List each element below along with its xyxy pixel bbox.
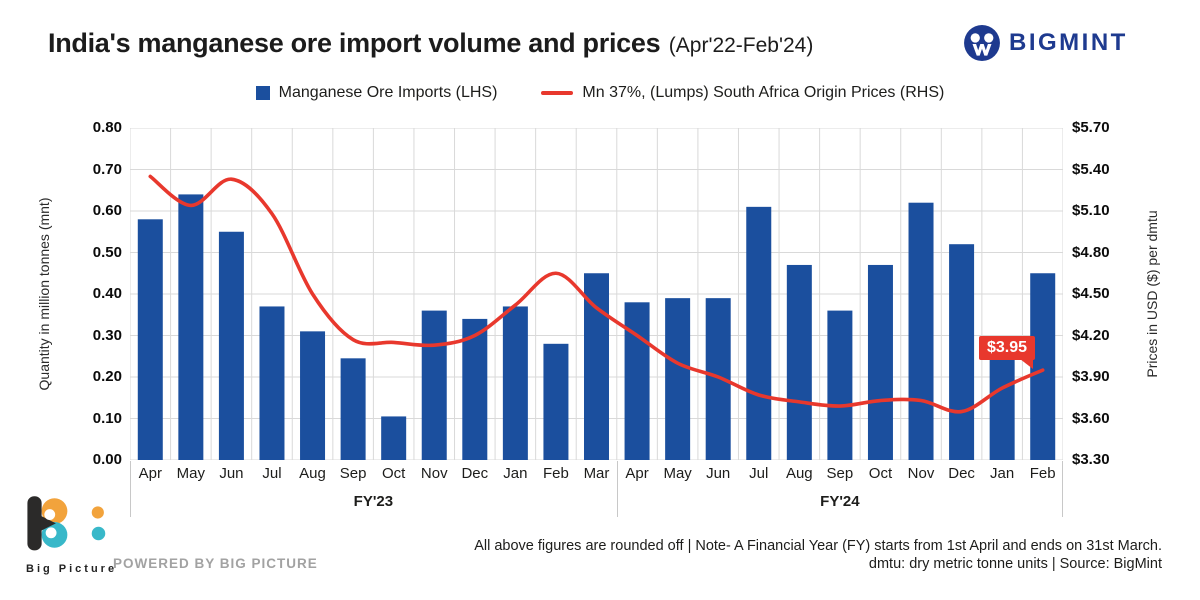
month-label: Jun <box>706 465 731 482</box>
footnote-line-2: dmtu: dry metric tonne units | Source: B… <box>868 556 1162 572</box>
month-label: Jul <box>749 465 769 482</box>
page-title: India's manganese ore import volume and … <box>48 28 813 59</box>
left-axis-title: Quantity in million tonnes (mnt) <box>36 197 52 391</box>
month-label: Sep <box>339 465 367 482</box>
left-axis-tick: 0.60 <box>92 202 122 219</box>
fy-divider-line <box>1062 461 1063 517</box>
left-axis-tick: 0.00 <box>92 451 122 468</box>
fy-group-label: FY'24 <box>820 493 860 510</box>
import-bar-jul-3 <box>259 306 285 460</box>
month-label: Dec <box>461 465 489 482</box>
big-picture-wordmark: Big Picture <box>26 563 118 575</box>
import-bar-may-1 <box>178 194 204 460</box>
import-bar-apr-0 <box>137 219 163 460</box>
import-bar-may-13 <box>665 298 691 460</box>
import-bar-feb-10 <box>543 343 569 460</box>
month-label: Sep <box>826 465 854 482</box>
month-label: Jun <box>219 465 244 482</box>
left-axis-tick: 0.80 <box>92 119 122 136</box>
combo-chart <box>130 128 1063 460</box>
import-bar-jan-21 <box>989 352 1015 460</box>
month-label: May <box>176 465 206 482</box>
month-label: Aug <box>785 465 813 482</box>
import-bar-nov-19 <box>908 202 934 460</box>
month-label: Apr <box>138 465 162 482</box>
right-axis-tick: $3.60 <box>1072 409 1110 427</box>
legend-item-prices: Mn 37%, (Lumps) South Africa Origin Pric… <box>541 84 944 102</box>
right-axis-tick: $4.80 <box>1072 243 1110 261</box>
bigmint-logo: BIGMINT <box>963 24 1128 62</box>
month-label: Mar <box>583 465 610 482</box>
import-bar-aug-4 <box>300 331 326 460</box>
import-bar-feb-22 <box>1030 273 1056 460</box>
fy-divider-line <box>616 461 618 517</box>
legend-label-imports: Manganese Ore Imports (LHS) <box>278 84 498 101</box>
right-axis-tick: $5.10 <box>1072 202 1110 219</box>
left-axis-tick: 0.10 <box>92 409 122 427</box>
right-axis-tick: $4.50 <box>1072 285 1110 302</box>
left-axis-tick: 0.40 <box>92 285 122 302</box>
chart-title-period: (Apr'22-Feb'24) <box>668 34 814 57</box>
month-label: May <box>663 465 692 482</box>
right-axis-tick: $5.40 <box>1072 160 1110 178</box>
month-label: Feb <box>1029 465 1056 482</box>
chart-title: India's manganese ore import volume and … <box>48 28 661 58</box>
legend-item-imports: Manganese Ore Imports (LHS) <box>255 84 498 102</box>
fy-group-label: FY'23 <box>353 493 394 510</box>
month-label: Jan <box>990 465 1015 482</box>
legend-label-prices: Mn 37%, (Lumps) South Africa Origin Pric… <box>582 84 945 101</box>
import-bar-jun-2 <box>218 231 244 460</box>
import-bar-jan-9 <box>502 306 528 460</box>
footnote: All above figures are rounded off | Note… <box>474 537 1162 573</box>
import-bar-dec-20 <box>949 244 975 460</box>
left-axis-tick: 0.70 <box>92 160 122 178</box>
right-axis-tick: $3.30 <box>1072 451 1110 468</box>
import-bar-nov-7 <box>421 310 447 460</box>
month-label: Nov <box>420 465 448 482</box>
import-bar-dec-8 <box>462 318 488 460</box>
bigmint-wordmark: BIGMINT <box>1009 29 1128 56</box>
big-picture-logo <box>27 496 106 551</box>
left-axis-tick: 0.20 <box>92 368 122 385</box>
month-label: Jul <box>262 465 282 482</box>
chart-legend: Manganese Ore Imports (LHS) Mn 37%, (Lum… <box>0 84 1200 102</box>
month-label: Apr <box>625 465 649 482</box>
month-label: Feb <box>542 465 569 482</box>
plot-area: $3.95 <box>130 128 1063 460</box>
month-label: Jan <box>503 465 528 482</box>
month-label: Oct <box>382 465 406 482</box>
right-axis-tick: $5.70 <box>1072 119 1110 136</box>
import-bar-oct-6 <box>381 416 407 460</box>
callout-pointer-icon <box>1020 359 1034 369</box>
bar-series-swatch <box>255 86 270 100</box>
price-callout-value: $3.95 <box>987 339 1028 356</box>
month-label: Aug <box>299 465 326 482</box>
price-callout: $3.95 <box>979 336 1036 369</box>
right-axis-tick: $4.20 <box>1072 326 1110 344</box>
month-label: Nov <box>907 465 935 482</box>
import-bar-sep-5 <box>340 358 366 460</box>
month-label: Oct <box>868 465 893 482</box>
import-bar-sep-17 <box>827 310 853 460</box>
import-bar-aug-16 <box>786 264 812 460</box>
powered-by-text: POWERED BY BIG PICTURE <box>113 556 318 571</box>
import-bar-mar-11 <box>584 273 609 460</box>
right-axis-tick: $3.90 <box>1072 368 1110 385</box>
right-axis-title: Prices in USD ($) per dmtu <box>1144 210 1160 378</box>
line-series-swatch <box>541 91 574 95</box>
import-bar-jul-15 <box>746 206 772 460</box>
price-line <box>148 174 1045 414</box>
import-bar-apr-12 <box>624 302 650 460</box>
month-label: Dec <box>948 465 975 482</box>
footnote-line-1: All above figures are rounded off | Note… <box>474 538 1162 554</box>
left-axis-tick: 0.30 <box>92 326 122 344</box>
bigmint-icon <box>964 25 1000 61</box>
left-axis-tick: 0.50 <box>92 243 122 261</box>
fy-divider-line <box>130 461 131 517</box>
import-bar-oct-18 <box>867 264 893 460</box>
